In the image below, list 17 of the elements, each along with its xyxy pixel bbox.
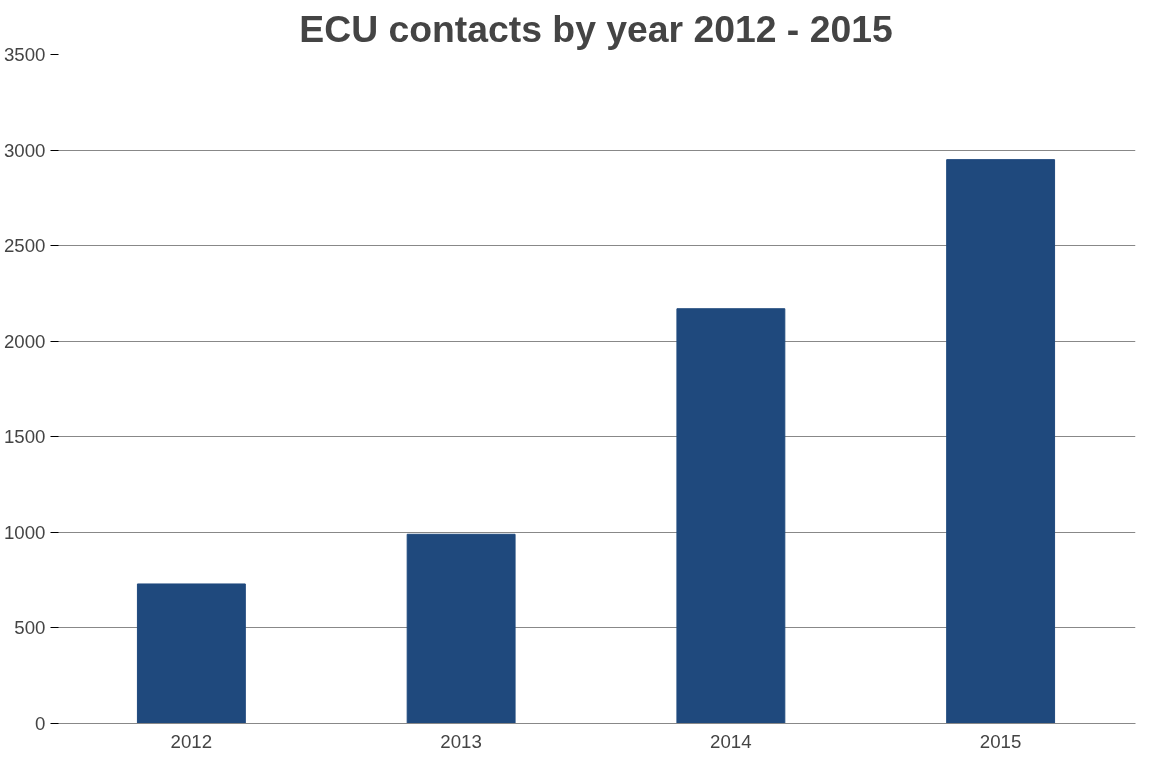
- x-tick-label: 2014: [710, 730, 752, 752]
- y-tick-label: 1500: [4, 426, 46, 448]
- y-tick-label: 3000: [4, 139, 46, 161]
- bar: [676, 308, 786, 724]
- x-tick-label: 2013: [440, 730, 482, 752]
- x-tick-label: 2015: [979, 730, 1022, 752]
- bar: [136, 583, 246, 724]
- chart-title: ECU contacts by year 2012 - 2015: [299, 7, 893, 50]
- bar: [946, 159, 1056, 724]
- y-tick-label: 2500: [4, 235, 46, 257]
- y-tick-label: 500: [14, 617, 46, 639]
- y-tick-label: 0: [35, 713, 46, 734]
- y-tick-label: 2000: [4, 330, 46, 352]
- x-tick-label: 2012: [170, 730, 213, 752]
- y-tick-label: 3500: [4, 44, 46, 65]
- bar: [406, 533, 516, 724]
- y-tick-label: 1000: [4, 521, 46, 543]
